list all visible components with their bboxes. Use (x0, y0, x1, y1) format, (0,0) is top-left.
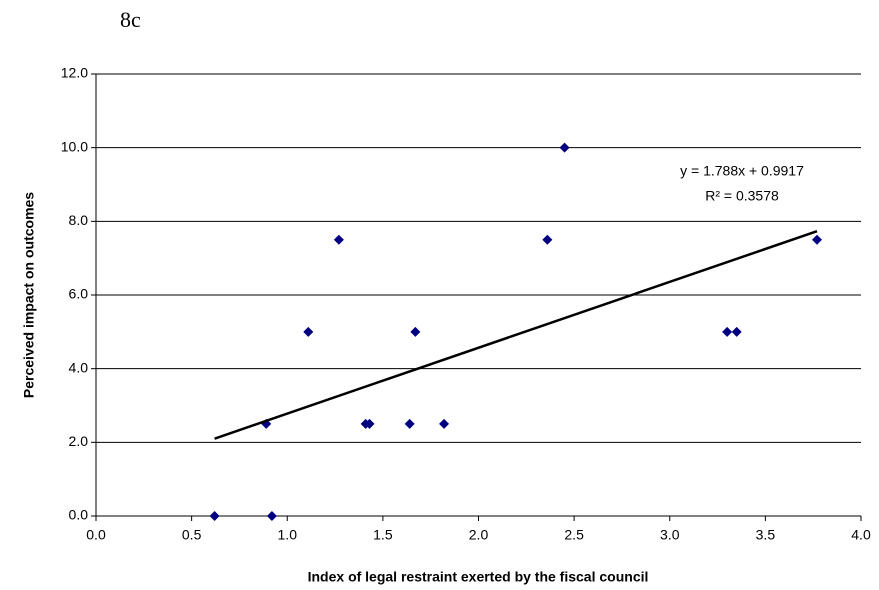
y-tick-label: 12.0 (61, 65, 88, 81)
point (266, 511, 277, 521)
point (209, 511, 220, 521)
trendline-r-squared: R² = 0.3578 (705, 188, 779, 204)
trendline-equation: y = 1.788x + 0.9917 (680, 163, 804, 179)
x-tick-label: 3.0 (660, 527, 680, 543)
y-tick-label: 6.0 (69, 286, 89, 302)
trendline (214, 230, 818, 440)
point (333, 234, 344, 245)
y-tick-label: 10.0 (61, 138, 88, 154)
point (722, 326, 733, 337)
y-tick-label: 8.0 (69, 212, 89, 228)
y-tick-label: 4.0 (69, 359, 89, 375)
x-tick-label: 2.5 (564, 527, 584, 543)
x-tick-label: 1.5 (373, 527, 393, 543)
y-tick-label: 2.0 (69, 433, 89, 449)
point (404, 418, 415, 429)
x-tick-label: 0.0 (86, 527, 106, 543)
point (364, 418, 375, 429)
point (303, 326, 314, 337)
x-tick-label: 2.0 (469, 527, 489, 543)
y-tick-label: 0.0 (69, 507, 89, 523)
x-tick-label: 3.5 (756, 527, 776, 543)
x-axis-title: Index of legal restraint exerted by the … (308, 569, 649, 585)
chart-title: 8c (120, 7, 141, 32)
point (812, 234, 823, 245)
x-tick-label: 4.0 (851, 527, 871, 543)
point (410, 326, 421, 337)
point (559, 142, 570, 153)
point (731, 326, 742, 337)
point (542, 234, 553, 245)
x-tick-label: 1.0 (278, 527, 298, 543)
x-tick-label: 0.5 (182, 527, 202, 543)
point (439, 418, 450, 429)
y-axis-title: Perceived impact on outcomes (21, 192, 37, 398)
